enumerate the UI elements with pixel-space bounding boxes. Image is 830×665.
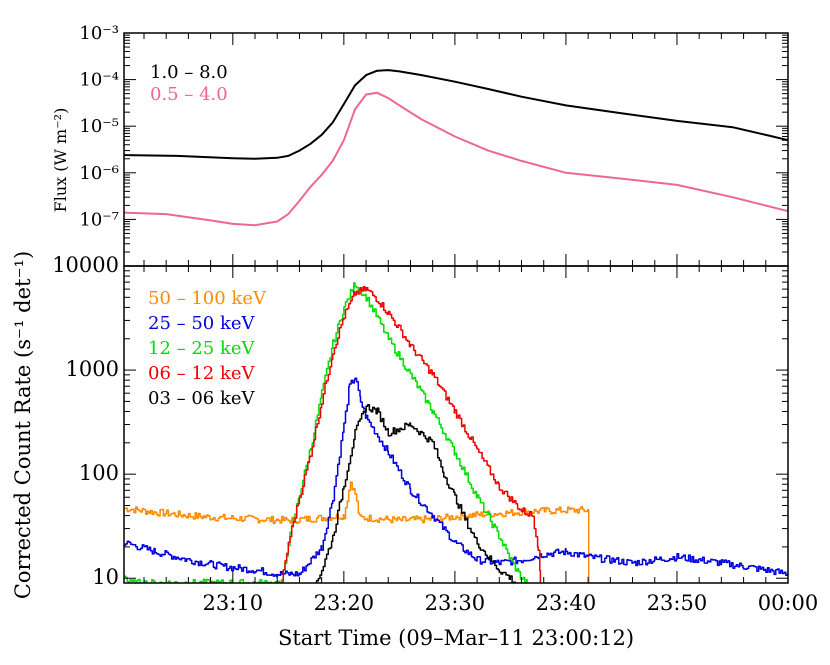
y-tick-label: 10⁻³ [79,23,119,44]
y-tick-label: 10⁻⁴ [79,70,119,91]
count-rate-series-group [124,282,788,583]
legend-entry: 0.5 – 4.0 [150,84,228,105]
legend-entry: 12 – 25 keV [148,338,256,359]
y-tick-label: 10⁻⁷ [79,209,119,230]
count-rate-legend: 50 – 100 keV 25 – 50 keV 12 – 25 keV 06 – 1… [148,288,267,409]
flux-panel: 10⁻³ 10⁻⁴ 10⁻⁵ 10⁻⁶ 10⁻⁷ Flux (W m⁻²) 1.0 – … [51,23,789,267]
legend-entry: 25 – 50 keV [148,313,256,334]
x-axis-label: Start Time (09–Mar–11 23:00:12) [278,626,634,650]
y-tick-label: 100 [79,461,119,485]
legend-entry: 06 – 12 keV [148,363,256,384]
flux-ticks: 10⁻³ 10⁻⁴ 10⁻⁵ 10⁻⁶ 10⁻⁷ [79,23,789,267]
x-tick-label: 23:20 [314,591,375,615]
x-tick-label: 23:40 [536,591,597,615]
flux-legend: 1.0 – 8.00.5 – 4.0 [150,62,228,105]
flux-y-axis-label: Flux (W m⁻²) [51,108,70,213]
series-line-0-0 [124,69,788,160]
series-line-1-4 [315,403,517,583]
flux-series-group [124,69,788,227]
count-rate-panel: 10 100 1000 10000 23:10 23:20 23:30 23:40 23:50 0… [11,251,818,650]
y-tick-label: 10⁻⁵ [79,116,119,137]
x-tick-label: 00:00 [758,591,819,615]
x-tick-label: 23:10 [203,591,264,615]
y-tick-label: 10⁻⁶ [79,163,119,184]
y-tick-label: 10000 [52,253,119,277]
series-line-1-3 [282,286,542,583]
y-tick-label: 10 [92,565,119,589]
series-line-1-0 [124,481,590,583]
count-rate-plot-frame [123,265,789,584]
y-tick-label: 1000 [66,357,119,381]
series-line-1-1 [124,377,788,578]
legend-entry: 03 – 06 keV [148,388,256,409]
count-rate-y-axis-label: Corrected Count Rate (s⁻¹ det⁻¹) [11,251,35,599]
series-line-1-2 [124,282,528,583]
legend-entry: 50 – 100 keV [148,288,267,309]
x-tick-label: 23:30 [425,591,486,615]
series-line-0-1 [124,91,788,227]
count-rate-ticks: 10 100 1000 10000 23:10 23:20 23:30 23:40 23:50 0… [52,253,818,615]
legend-entry: 1.0 – 8.0 [150,62,228,83]
x-tick-label: 23:50 [647,591,708,615]
